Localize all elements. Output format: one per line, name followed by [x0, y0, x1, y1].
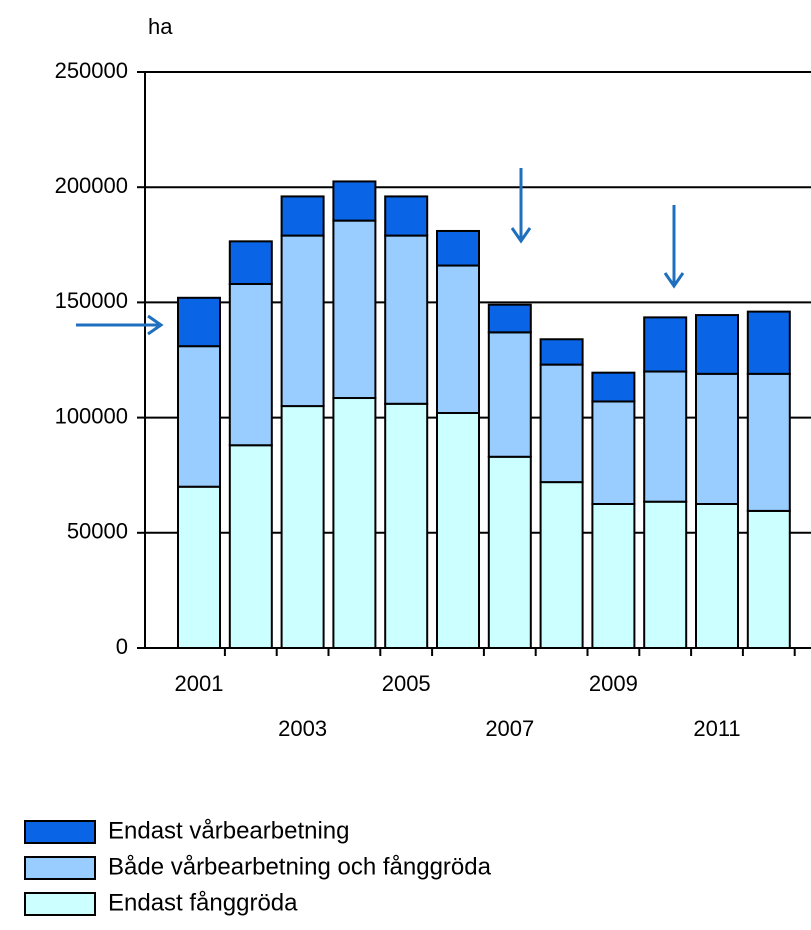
- bar-segment: [643, 370, 688, 503]
- legend-label: Både vårbearbetning och fånggröda: [108, 853, 492, 880]
- arrow-head: [663, 272, 685, 289]
- bar-segment: [436, 411, 480, 649]
- x-tick-label: 2001: [175, 671, 224, 696]
- bar-segment: [332, 397, 377, 649]
- x-tick-label: 2003: [278, 716, 327, 741]
- x-tick-label: 2009: [589, 671, 638, 696]
- y-tick-label: 0: [116, 634, 128, 659]
- bar-segment: [591, 503, 636, 649]
- bar-segment: [539, 363, 584, 484]
- bar-segment: [746, 509, 791, 649]
- bar-segment: [177, 485, 221, 649]
- y-tick-label: 250000: [55, 58, 128, 83]
- bar-segment: [384, 195, 429, 237]
- y-axis-label: ha: [148, 14, 173, 39]
- bar-segment: [695, 314, 739, 375]
- bar-segment: [280, 405, 325, 649]
- legend-swatch: [24, 820, 96, 844]
- x-tick-label: 2011: [693, 716, 740, 741]
- legend-swatch: [24, 892, 96, 916]
- arrow-head: [510, 227, 532, 244]
- bar-segment: [228, 444, 273, 649]
- bar-segment: [643, 500, 688, 650]
- bar-segment: [332, 180, 377, 222]
- y-tick-label: 50000: [67, 519, 128, 544]
- bar-segment: [746, 310, 791, 375]
- bar-segment: [487, 455, 532, 649]
- bar-segment: [695, 372, 739, 505]
- bar-segment: [487, 331, 532, 458]
- bar-segment: [228, 282, 273, 447]
- x-tick-label: 2005: [382, 671, 431, 696]
- bars: [177, 180, 791, 650]
- y-tick-label: 100000: [55, 403, 128, 428]
- bar-segment: [591, 371, 636, 403]
- bar-segment: [539, 481, 584, 649]
- legend: Endast fånggröda Både vårbearbetning och …: [24, 817, 492, 916]
- bar-segment: [539, 338, 584, 366]
- bar-segment: [384, 234, 429, 405]
- annotation-arrows: [76, 168, 685, 336]
- bar-segment: [695, 503, 739, 649]
- legend-label: Endast vårbearbetning: [108, 817, 350, 844]
- x-tick-label: 2007: [485, 716, 534, 741]
- legend-swatch: [24, 856, 96, 880]
- bar-segment: [228, 240, 273, 285]
- bar-segment: [487, 303, 532, 334]
- bar-segment: [436, 229, 480, 267]
- bar-segment: [177, 296, 221, 348]
- bar-segment: [280, 195, 325, 237]
- bar-segment: [384, 402, 429, 649]
- arrow-head: [147, 314, 164, 336]
- bar-segment: [177, 345, 221, 488]
- bar-segment: [280, 234, 325, 408]
- bar-segment: [436, 264, 480, 414]
- y-tick-label: 200000: [55, 173, 128, 198]
- bar-segment: [591, 400, 636, 505]
- bar-segment: [746, 372, 791, 512]
- legend-label: Endast fånggröda: [108, 889, 298, 916]
- y-tick-label: 150000: [55, 288, 128, 313]
- axes: 0 50000 100000 150000 200000 250000 2001 2003 20…: [55, 58, 811, 741]
- bar-segment: [643, 316, 688, 373]
- bar-segment: [332, 219, 377, 400]
